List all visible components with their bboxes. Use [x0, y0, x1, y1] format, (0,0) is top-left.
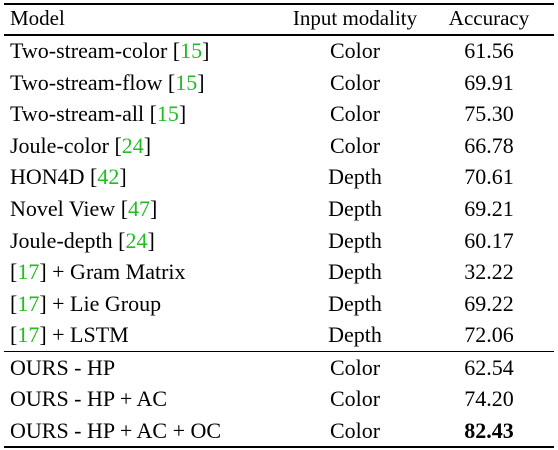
- model-cell: [17] + LSTM: [10, 322, 129, 348]
- citation-link[interactable]: 24: [125, 227, 148, 253]
- model-cell: Novel View [47]: [10, 196, 158, 221]
- citation-link[interactable]: 24: [121, 132, 144, 158]
- model-cell: [17] + Gram Matrix: [10, 259, 186, 285]
- table-row: OURS - HP Color 62.54: [0, 352, 558, 384]
- top-rule: [4, 3, 554, 5]
- citation-link[interactable]: 15: [180, 38, 203, 63]
- table-row: [17] + LSTM Depth 72.06: [0, 319, 558, 351]
- citation-link[interactable]: 42: [97, 164, 120, 190]
- citation-link[interactable]: 47: [128, 196, 151, 221]
- model-cell: Two-stream-all [15]: [10, 101, 187, 127]
- table-row: Joule-color [24] Color 66.78: [0, 130, 558, 162]
- header-row: Model Input modality Accuracy: [0, 3, 558, 35]
- header-modality: Input modality: [292, 6, 418, 30]
- table-row: [17] + Lie Group Depth 69.22: [0, 288, 558, 320]
- model-cell: Joule-color [24]: [10, 132, 152, 158]
- bottom-rule: [4, 446, 554, 448]
- citation-link[interactable]: 17: [17, 322, 40, 348]
- table-row: OURS - HP + AC Color 74.20: [0, 383, 558, 415]
- citation-link[interactable]: 17: [17, 290, 40, 316]
- table-row: Two-stream-color [15] Color 61.56: [0, 35, 558, 67]
- citation-link[interactable]: 15: [175, 69, 198, 95]
- citation-link[interactable]: 17: [17, 259, 40, 285]
- model-cell: Two-stream-color [15]: [10, 38, 210, 63]
- table-row: Novel View [47] Depth 69.21: [0, 193, 558, 225]
- table-row: Joule-depth [24] Depth 60.17: [0, 225, 558, 257]
- mid-rule: [4, 350, 554, 352]
- model-cell: OURS - HP + AC: [10, 386, 168, 412]
- table-row: HON4D [42] Depth 70.61: [0, 161, 558, 193]
- model-cell: OURS - HP + AC + OC: [10, 417, 222, 443]
- model-cell: [17] + Lie Group: [10, 290, 162, 316]
- table-row: Two-stream-all [15] Color 75.30: [0, 98, 558, 130]
- table-row: Two-stream-flow [15] Color 69.91: [0, 67, 558, 99]
- header-model: Model: [10, 6, 65, 30]
- header-accuracy: Accuracy: [448, 6, 530, 30]
- citation-link[interactable]: 15: [156, 101, 179, 127]
- header-rule: [4, 34, 554, 36]
- model-cell: HON4D [42]: [10, 164, 127, 190]
- model-cell: OURS - HP: [10, 354, 116, 380]
- table-row: OURS - HP + AC + OC Color 82.43: [0, 415, 558, 447]
- table-row: [17] + Gram Matrix Depth 32.22: [0, 256, 558, 288]
- model-cell: Joule-depth [24]: [10, 227, 155, 253]
- model-cell: Two-stream-flow [15]: [10, 69, 205, 95]
